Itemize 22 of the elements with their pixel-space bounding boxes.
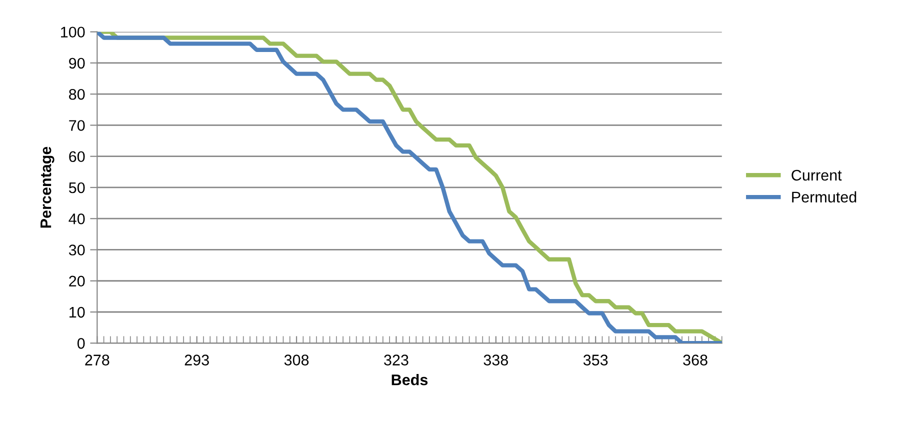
y-tick-label: 40 — [68, 213, 85, 224]
x-tick-label: 338 — [484, 354, 508, 366]
y-tick-label: 20 — [69, 276, 85, 287]
y-tick-label: 60 — [69, 151, 85, 162]
y-tick-label: 10 — [70, 306, 85, 318]
x-tick-label: 323 — [384, 354, 408, 366]
y-tick-label: 30 — [68, 244, 85, 256]
y-axis-title: Percentage — [40, 146, 54, 228]
x-tick-label: 278 — [85, 354, 110, 366]
y-tick-label: 100 — [61, 26, 85, 38]
y-tick-label: 50 — [68, 182, 85, 194]
x-tick-label: 353 — [583, 354, 608, 366]
x-tick-label: 368 — [683, 354, 708, 366]
legend-label: Permuted — [792, 191, 856, 203]
x-tick-label: 293 — [184, 354, 209, 366]
y-tick-label: 80 — [69, 88, 85, 100]
y-tick-label: 0 — [77, 338, 85, 349]
y-tick-label: 90 — [69, 58, 85, 69]
x-tick-label: 308 — [284, 354, 309, 366]
legend-label: Current — [792, 170, 842, 181]
y-tick-label: 70 — [69, 120, 85, 131]
x-axis-title: Beds — [392, 374, 428, 386]
